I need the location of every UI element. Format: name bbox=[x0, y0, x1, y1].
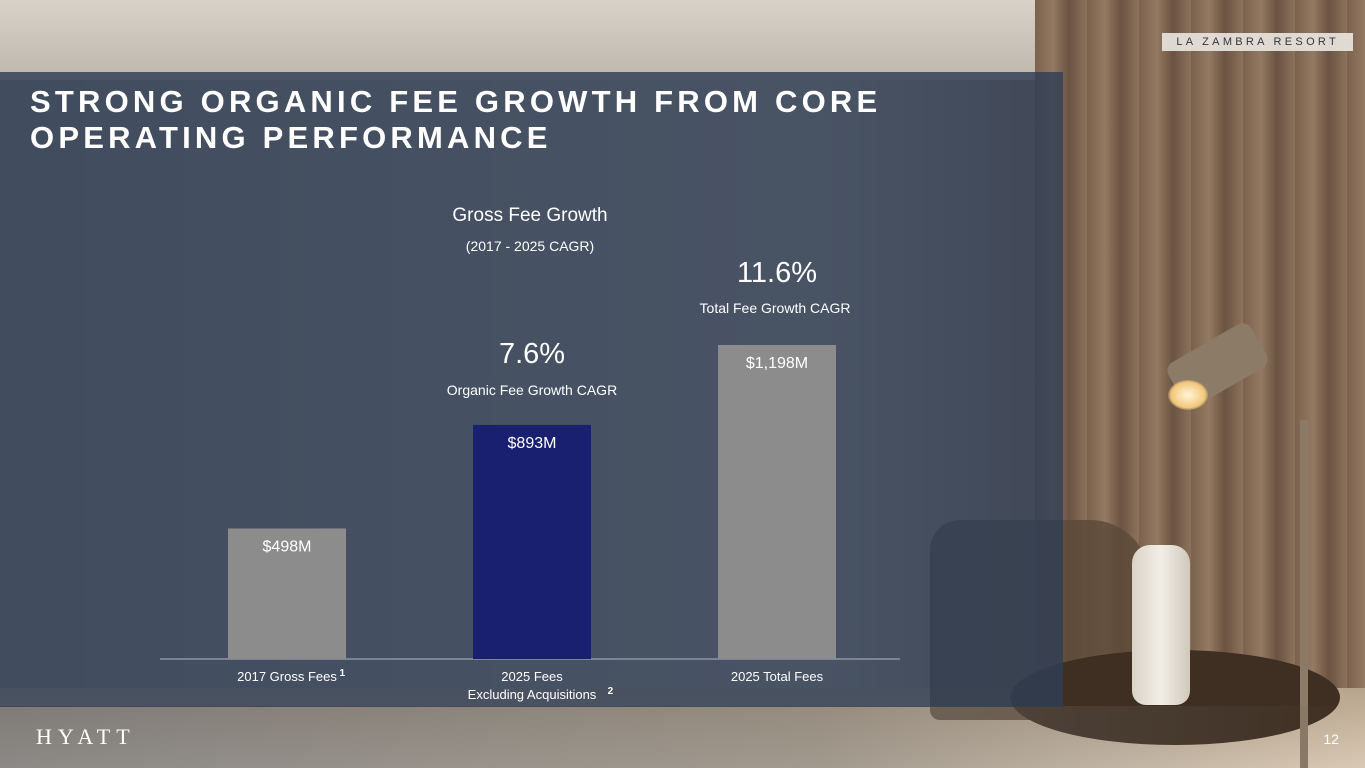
category-label-2-line-1: 2025 Fees bbox=[501, 669, 563, 684]
total-cagr-label: Total Fee Growth CAGR bbox=[699, 300, 851, 316]
footnote-marker-1: 1 bbox=[340, 668, 346, 679]
chart-subtitle: (2017 - 2025 CAGR) bbox=[465, 238, 595, 254]
total-cagr-value: 11.6% bbox=[736, 257, 818, 289]
hyatt-logo: HYATT bbox=[36, 724, 136, 749]
background-lamp-light bbox=[1168, 380, 1208, 410]
bar-1 bbox=[228, 528, 346, 659]
footnote-marker-2: 2 bbox=[608, 686, 614, 697]
bar-3 bbox=[718, 345, 836, 659]
organic-cagr-label: Organic Fee Growth CAGR bbox=[446, 382, 618, 398]
category-label-3-line-1: 2025 Total Fees bbox=[731, 669, 824, 684]
bar-value-label-2: $893M bbox=[508, 435, 557, 452]
background-vase bbox=[1132, 545, 1190, 705]
organic-cagr-value: 7.6% bbox=[498, 338, 566, 370]
slide-title: STRONG ORGANIC FEE GROWTH FROM CORE OPER… bbox=[30, 84, 882, 155]
bar-value-label-1: $498M bbox=[263, 538, 312, 555]
background-bottom-shade bbox=[0, 706, 1365, 768]
background-lamp-pole bbox=[1300, 420, 1308, 768]
page-number: 12 bbox=[1323, 731, 1339, 747]
chart-title: Gross Fee Growth bbox=[452, 205, 608, 226]
bar-2 bbox=[473, 424, 591, 659]
category-label-2-line-2: Excluding Acquisitions bbox=[468, 687, 597, 702]
category-label-1-line-1: 2017 Gross Fees bbox=[237, 669, 337, 684]
resort-name-tag: LA ZAMBRA RESORT bbox=[1162, 33, 1353, 51]
bar-value-label-3: $1,198M bbox=[746, 355, 808, 372]
